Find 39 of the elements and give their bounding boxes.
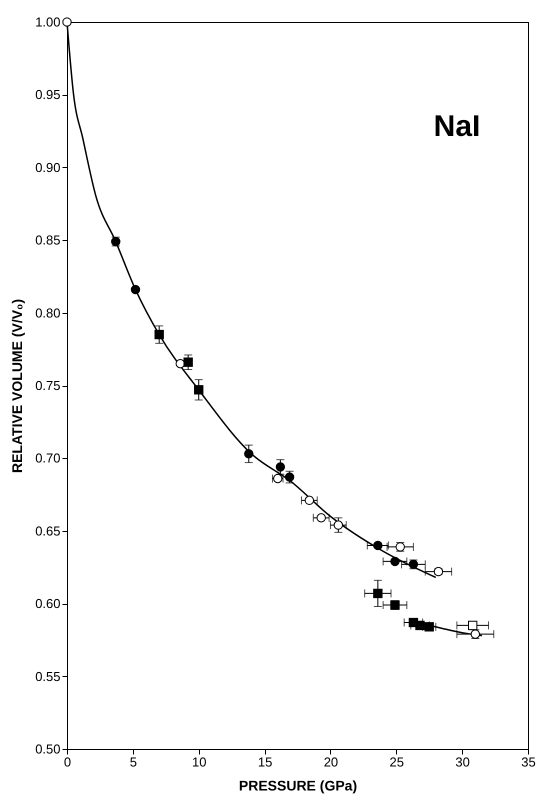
- point: [194, 385, 204, 395]
- y-axis-title: RELATIVE VOLUME (V/V₀): [9, 298, 26, 474]
- y-tick-label: 0.55: [35, 668, 60, 684]
- point: [334, 520, 344, 530]
- y-tick-label: 0.70: [35, 450, 60, 466]
- point: [276, 462, 286, 472]
- point: [304, 496, 314, 506]
- y-tick-label: 1.00: [35, 14, 60, 30]
- x-tick-label: 30: [455, 754, 470, 770]
- y-tick-label: 0.80: [35, 305, 60, 320]
- point: [390, 556, 400, 566]
- point: [62, 17, 72, 27]
- point: [415, 620, 425, 630]
- point: [183, 358, 193, 367]
- annotation: NaI: [434, 110, 480, 143]
- y-tick-label: 0.75: [35, 378, 60, 393]
- point: [424, 622, 434, 632]
- x-tick-label: 10: [192, 754, 206, 770]
- y-tick-label: 0.85: [35, 232, 60, 248]
- x-tick-label: 15: [258, 754, 272, 770]
- point: [373, 588, 383, 598]
- y-tick-label: 0.90: [35, 160, 60, 175]
- x-tick-label: 5: [130, 754, 137, 770]
- point: [154, 330, 164, 340]
- x-tick-label: 20: [324, 754, 338, 770]
- y-tick-label: 0.60: [35, 596, 60, 612]
- x-tick-label: 35: [521, 754, 536, 770]
- y-tick-label: 0.50: [35, 742, 60, 756]
- x-axis-title: PRESSURE (GPa): [238, 778, 358, 794]
- point: [244, 449, 254, 459]
- x-tick-label: 0: [64, 754, 72, 770]
- point: [434, 566, 444, 576]
- point: [316, 513, 326, 522]
- y-tick-label: 0.65: [35, 523, 60, 538]
- y-tick-label: 0.95: [35, 87, 60, 102]
- point: [130, 284, 140, 294]
- x-tick-label: 25: [390, 754, 404, 770]
- point: [468, 620, 478, 630]
- point: [373, 540, 383, 550]
